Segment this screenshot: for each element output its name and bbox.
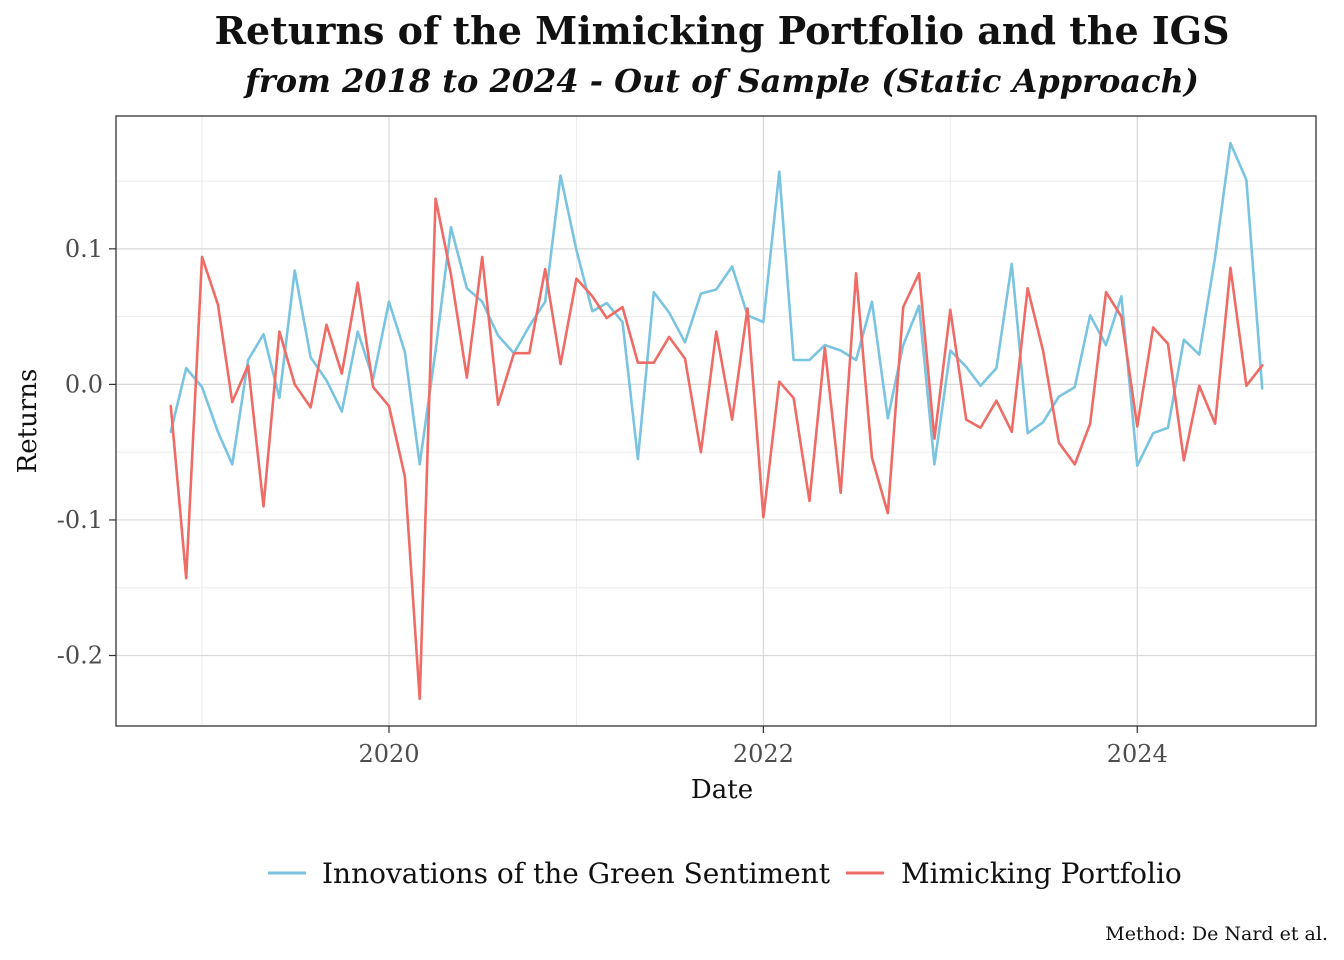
legend: Innovations of the Green Sentiment Mimic… xyxy=(268,857,1182,890)
x-axis-title: Date xyxy=(691,775,753,805)
x-tick-label: 2022 xyxy=(733,740,794,768)
series-lines xyxy=(169,141,1264,701)
x-tick-label: 2020 xyxy=(358,740,419,768)
x-tick-label: 2024 xyxy=(1107,740,1168,768)
chart-subtitle: from 2018 to 2024 - Out of Sample (Stati… xyxy=(243,62,1199,100)
series-line-igs xyxy=(169,141,1264,468)
y-tick-label: 0.0 xyxy=(65,370,103,398)
legend-label-igs: Innovations of the Green Sentiment xyxy=(322,857,831,890)
axis-ticks: 2020 2022 2024 0.1 0.0 -0.1 -0.2 xyxy=(57,235,1168,768)
series-line-mimicking-portfolio xyxy=(169,197,1264,701)
chart-title: Returns of the Mimicking Portfolio and t… xyxy=(214,8,1229,53)
chart-caption: Method: De Nard et al. xyxy=(1105,923,1328,945)
y-tick-label: -0.2 xyxy=(57,642,103,670)
y-tick-label: 0.1 xyxy=(65,235,103,263)
plot-panel-border xyxy=(115,115,1317,727)
y-tick-label: -0.1 xyxy=(57,506,103,534)
legend-label-mimicking-portfolio: Mimicking Portfolio xyxy=(901,857,1182,890)
y-axis-title: Returns xyxy=(13,369,43,474)
